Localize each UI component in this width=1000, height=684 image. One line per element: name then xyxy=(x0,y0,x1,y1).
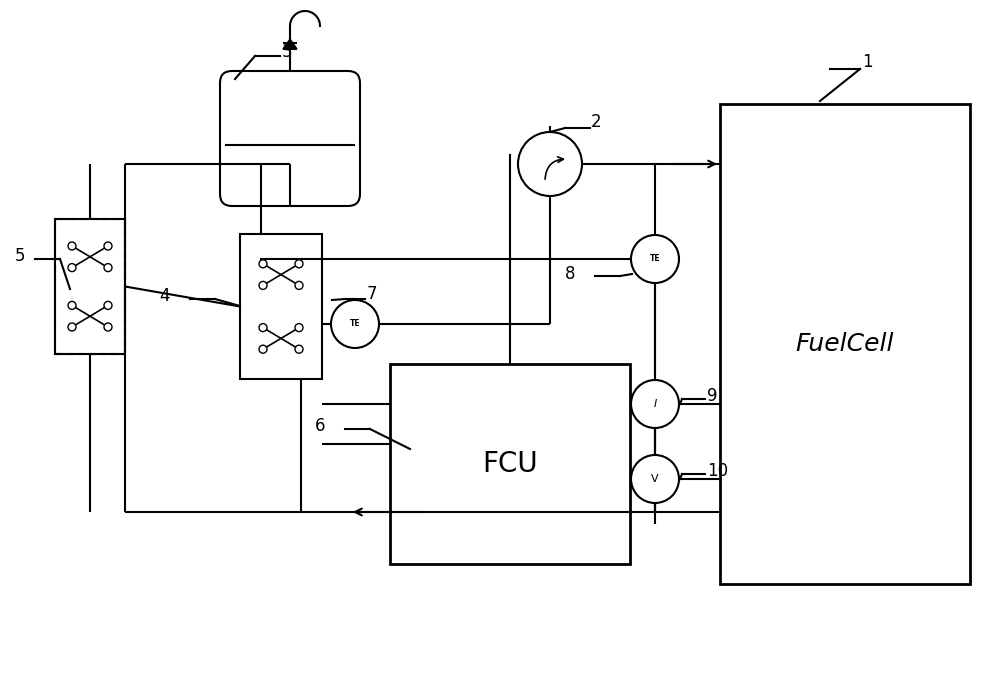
Text: 10: 10 xyxy=(707,462,728,480)
Circle shape xyxy=(68,242,76,250)
Circle shape xyxy=(68,302,76,309)
Text: 6: 6 xyxy=(314,417,325,435)
Polygon shape xyxy=(283,39,297,49)
Circle shape xyxy=(104,263,112,272)
Circle shape xyxy=(259,345,267,353)
Text: 3: 3 xyxy=(282,43,293,61)
Text: 5: 5 xyxy=(15,247,26,265)
Text: V: V xyxy=(651,474,659,484)
Circle shape xyxy=(104,302,112,309)
Text: 7: 7 xyxy=(367,285,378,303)
Circle shape xyxy=(295,345,303,353)
Circle shape xyxy=(518,132,582,196)
Circle shape xyxy=(631,380,679,428)
Circle shape xyxy=(259,281,267,289)
Circle shape xyxy=(68,263,76,272)
Bar xyxy=(55,219,125,354)
Text: 9: 9 xyxy=(707,387,718,405)
Circle shape xyxy=(295,324,303,332)
Bar xyxy=(55,219,125,354)
Text: FuelCell: FuelCell xyxy=(796,332,894,356)
Text: I: I xyxy=(653,399,657,409)
Circle shape xyxy=(631,235,679,283)
Circle shape xyxy=(104,323,112,331)
Text: 1: 1 xyxy=(862,53,873,71)
Circle shape xyxy=(68,323,76,331)
Bar xyxy=(720,104,970,584)
Text: 8: 8 xyxy=(564,265,575,283)
Text: FCU: FCU xyxy=(482,450,538,478)
Circle shape xyxy=(104,242,112,250)
Text: TE: TE xyxy=(650,254,660,263)
Circle shape xyxy=(631,455,679,503)
Bar xyxy=(240,234,322,379)
Circle shape xyxy=(331,300,379,348)
Text: TE: TE xyxy=(350,319,360,328)
Circle shape xyxy=(259,324,267,332)
Text: 2: 2 xyxy=(591,113,602,131)
Circle shape xyxy=(295,281,303,289)
Circle shape xyxy=(295,260,303,268)
Text: 4: 4 xyxy=(160,287,170,305)
FancyBboxPatch shape xyxy=(220,71,360,206)
Circle shape xyxy=(259,260,267,268)
Bar xyxy=(390,364,630,564)
